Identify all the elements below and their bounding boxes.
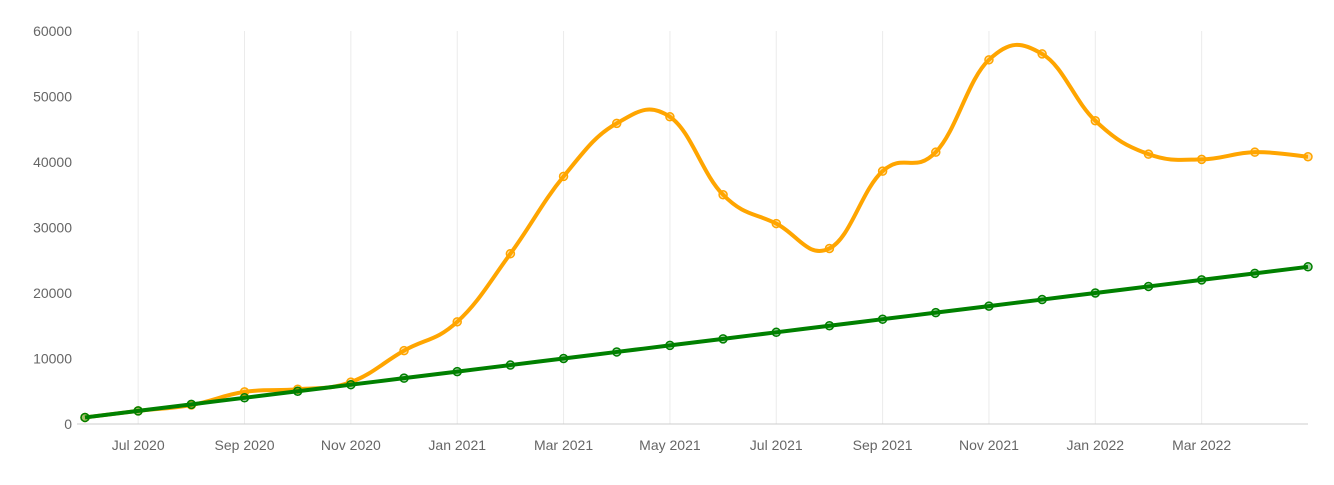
data-point xyxy=(771,327,782,338)
data-point xyxy=(984,55,994,65)
data-point xyxy=(239,393,250,403)
y-axis-ticks: 0 10000 20000 30000 40000 50000 60000 xyxy=(33,23,72,432)
data-point xyxy=(824,243,835,254)
x-tick-label: Nov 2021 xyxy=(959,437,1019,453)
x-tick-label: Jul 2021 xyxy=(750,437,803,453)
data-point xyxy=(611,347,622,357)
data-point xyxy=(558,353,569,364)
data-point xyxy=(452,317,462,327)
x-tick-label: Mar 2022 xyxy=(1172,437,1231,453)
x-tick-label: Jul 2020 xyxy=(112,437,165,453)
data-point xyxy=(1143,281,1154,292)
data-point xyxy=(399,373,409,383)
data-point xyxy=(877,314,888,324)
data-point xyxy=(718,190,728,200)
y-tick-label: 40000 xyxy=(33,154,72,170)
series-1 xyxy=(80,42,1313,423)
data-point xyxy=(1143,149,1154,159)
data-point xyxy=(1196,154,1207,165)
data-point xyxy=(931,147,941,157)
data-point xyxy=(452,366,462,377)
grid-lines xyxy=(137,31,1203,424)
data-point xyxy=(80,412,90,423)
data-point xyxy=(133,406,143,416)
y-tick-label: 60000 xyxy=(33,23,72,39)
data-point xyxy=(505,360,516,370)
data-point xyxy=(611,118,622,129)
y-tick-label: 10000 xyxy=(33,351,72,367)
data-point xyxy=(1090,288,1101,298)
data-point xyxy=(1250,147,1260,157)
data-point xyxy=(931,307,941,318)
data-point xyxy=(558,171,569,182)
data-point xyxy=(1090,115,1101,126)
data-point xyxy=(1037,49,1047,59)
data-point xyxy=(399,345,409,356)
y-tick-label: 50000 xyxy=(33,89,72,105)
series-group xyxy=(80,42,1313,423)
data-point xyxy=(984,301,994,311)
x-tick-label: Sep 2021 xyxy=(853,437,913,453)
y-tick-label: 30000 xyxy=(33,220,72,236)
data-point xyxy=(877,166,888,176)
data-point xyxy=(186,399,197,410)
data-point xyxy=(1196,275,1207,285)
x-tick-label: Mar 2021 xyxy=(534,437,593,453)
data-point xyxy=(665,340,675,351)
data-point xyxy=(665,112,675,122)
data-point xyxy=(824,321,835,331)
data-point xyxy=(346,379,356,390)
data-point xyxy=(771,218,782,229)
data-point xyxy=(718,334,728,344)
data-point xyxy=(1250,268,1260,279)
x-tick-label: May 2021 xyxy=(639,437,701,453)
x-tick-label: Jan 2022 xyxy=(1066,437,1124,453)
data-point xyxy=(292,386,303,396)
data-point xyxy=(1303,152,1313,162)
series-line xyxy=(84,264,1309,420)
y-tick-label: 20000 xyxy=(33,285,72,301)
data-point xyxy=(505,248,516,259)
x-tick-label: Jan 2021 xyxy=(428,437,486,453)
x-axis-ticks: Jul 2020 Sep 2020 Nov 2020 Jan 2021 Mar 2021… xyxy=(112,437,1232,453)
x-tick-label: Sep 2020 xyxy=(215,437,275,453)
series-line xyxy=(84,42,1309,420)
series-2 xyxy=(80,262,1313,423)
data-point xyxy=(1303,262,1313,272)
x-tick-label: Nov 2020 xyxy=(321,437,381,453)
data-point xyxy=(1037,294,1047,305)
y-tick-label: 0 xyxy=(64,416,72,432)
